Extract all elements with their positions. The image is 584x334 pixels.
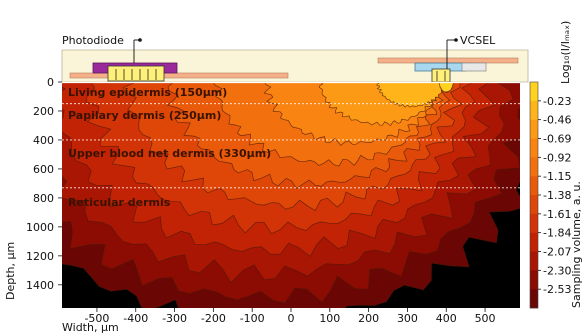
- colorbar-swatch: [530, 195, 538, 215]
- colorbar-tick-label: -2.07: [543, 246, 571, 259]
- colorbar-swatch: [530, 232, 538, 252]
- colorbar-tick-label: -0.46: [543, 114, 571, 127]
- y-tick-label: 800: [33, 192, 54, 205]
- x-tick-label: 500: [475, 312, 496, 325]
- colorbar-swatch: [530, 119, 538, 139]
- vcsel-arrows-icon: [436, 71, 446, 81]
- vcsel-lead: [461, 62, 487, 72]
- colorbar-tick-label: -1.84: [543, 227, 571, 240]
- colorbar-swatch: [530, 270, 538, 290]
- colorbar-swatch: [530, 138, 538, 158]
- colorbar-tick-label: -2.53: [543, 283, 571, 296]
- x-tick-label: -200: [201, 312, 226, 325]
- colorbar-swatch: [530, 176, 538, 196]
- colorbar-swatch: [530, 100, 538, 120]
- x-tick-label: -100: [240, 312, 265, 325]
- x-tick-label: -500: [84, 312, 109, 325]
- x-axis-ticks: -500 -400 -300 -200 -100 0 100 200 300 400 500: [84, 308, 496, 325]
- vcsel-substrate: [377, 57, 519, 64]
- colorbar-ticks: -0.23 -0.46 -0.69 -0.92 -1.15 -1.38 -1.61 -1.84…: [538, 95, 571, 296]
- x-tick-label: -400: [123, 312, 148, 325]
- colorbar-swatch: [530, 289, 538, 309]
- colorbar-tick-label: -0.69: [543, 133, 571, 146]
- colorbar: -0.23 -0.46 -0.69 -0.92 -1.15 -1.38 -1.61 -1.84…: [529, 21, 583, 309]
- y-tick-label: 0: [47, 76, 54, 89]
- y-tick-label: 200: [33, 105, 54, 118]
- sampling-contours: [62, 82, 520, 308]
- photodiode-arrows-icon: [115, 69, 157, 80]
- x-tick-label: 300: [397, 312, 418, 325]
- photodiode-label: Photodiode: [62, 34, 124, 47]
- vcsel-label: VCSEL: [460, 34, 496, 47]
- colorbar-tick-label: -1.61: [543, 208, 571, 221]
- colorbar-tick-label: -1.38: [543, 189, 571, 202]
- x-tick-label: -300: [162, 312, 187, 325]
- layer-label-epidermis: Living epidermis (150µm): [68, 86, 227, 99]
- photodiode-element: [107, 65, 165, 82]
- y-tick-label: 400: [33, 134, 54, 147]
- y-axis-label: Depth, µm: [4, 242, 17, 300]
- colorbar-title: Log₁₀(I/Iₘₐₓ): [559, 21, 572, 84]
- layer-label-reticular: Reticular dermis: [68, 196, 171, 209]
- layer-boundaries: [62, 103, 520, 189]
- photodiode-substrate: [69, 72, 289, 79]
- y-tick-label: 1000: [26, 221, 54, 234]
- y-tick-label: 600: [33, 163, 54, 176]
- y-axis-ticks: 0 200 400 600 800 1000 1200 1400: [26, 76, 62, 292]
- colorbar-swatch: [530, 251, 538, 271]
- colorbar-label: Sampling volume, a. u.: [570, 181, 583, 308]
- vcsel-element: [431, 68, 451, 83]
- layer-label-upper-blood-net: Upper blood net dermis (330µm): [68, 147, 271, 160]
- colorbar-swatch: [530, 82, 538, 102]
- colorbar-swatch: [530, 157, 538, 177]
- x-axis-label: Width, µm: [62, 321, 119, 334]
- heatmap-plot: Living epidermis (150µm) Papilary dermis…: [62, 81, 520, 308]
- x-tick-label: 100: [319, 312, 340, 325]
- colorbar-tick-label: -1.15: [543, 170, 571, 183]
- colorbar-tick-label: -2.30: [543, 264, 571, 277]
- colorbar-tick-label: -0.23: [543, 95, 571, 108]
- device-illustration: Photodiode VCSEL: [61, 34, 529, 83]
- x-tick-label: 400: [436, 312, 457, 325]
- colorbar-tick-label: -0.92: [543, 151, 571, 164]
- colorbar-swatch: [530, 213, 538, 233]
- layer-label-papillary: Papilary dermis (250µm): [68, 109, 221, 122]
- contour-level-11: [438, 82, 454, 94]
- colorbar-swatches: [530, 82, 538, 309]
- x-tick-label: 0: [288, 312, 295, 325]
- y-tick-label: 1200: [26, 250, 54, 263]
- contour-level-10: [376, 82, 447, 108]
- x-tick-label: 200: [358, 312, 379, 325]
- y-tick-label: 1400: [26, 279, 54, 292]
